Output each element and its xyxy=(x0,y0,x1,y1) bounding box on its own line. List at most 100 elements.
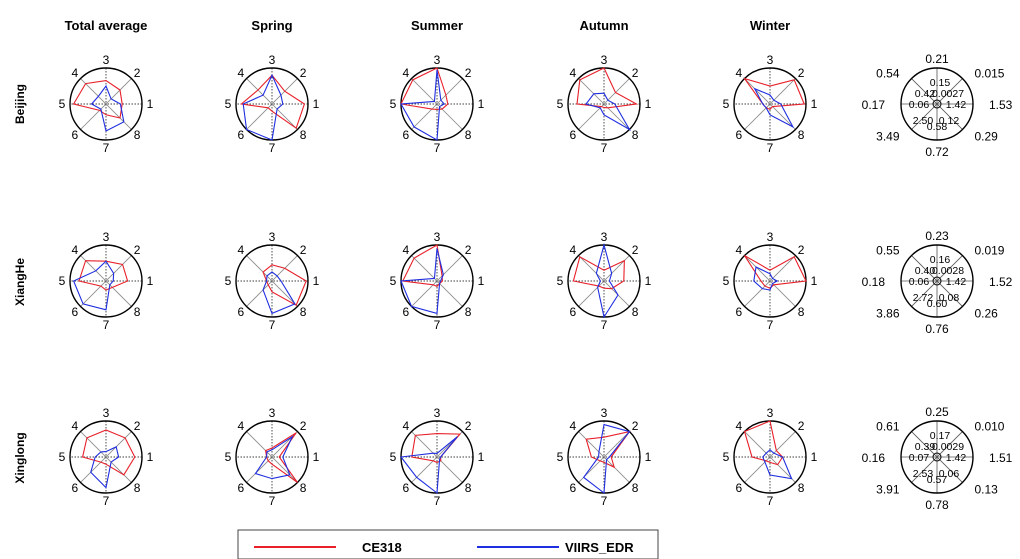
direction-label: 2 xyxy=(798,66,805,80)
direction-label: 6 xyxy=(736,128,743,142)
radar-panel-xianghe-total-average: 1 2 3 4 5 6 7 8 xyxy=(59,230,154,332)
direction-label: 2 xyxy=(632,419,639,433)
row-labels: Beijing XiangHe Xinglong xyxy=(13,84,27,484)
ce318-series-xianghe-winter xyxy=(744,255,807,289)
direction-label: 4 xyxy=(238,419,245,433)
reference-inner-value: 0.39 xyxy=(915,441,936,453)
direction-label: 7 xyxy=(434,141,441,155)
radar-panel-xianghe-summer: 1 2 3 4 5 6 7 8 xyxy=(390,230,485,332)
reference-outer-value: 0.55 xyxy=(876,244,900,258)
direction-label: 5 xyxy=(723,97,730,111)
legend-ce318-label: CE318 xyxy=(362,540,402,555)
direction-label: 3 xyxy=(269,230,276,244)
reference-outer-value: 0.29 xyxy=(974,129,998,143)
reference-spoke xyxy=(911,255,963,307)
reference-dial-xianghe: 1.520.0190.230.550.183.860.760.261.420.0… xyxy=(862,229,1013,336)
direction-label: 1 xyxy=(313,450,320,464)
reference-outer-value: 0.72 xyxy=(925,145,949,159)
row-label-xianghe: XiangHe xyxy=(13,258,27,306)
direction-label: 6 xyxy=(72,128,79,142)
direction-label: 3 xyxy=(601,406,608,420)
reference-inner-ring xyxy=(932,276,942,286)
direction-label: 1 xyxy=(313,274,320,288)
direction-label: 6 xyxy=(403,305,410,319)
direction-label: 8 xyxy=(300,128,307,142)
direction-label: 7 xyxy=(103,318,110,332)
direction-label: 2 xyxy=(134,66,141,80)
viirs-series-beijing-total-average xyxy=(90,84,125,132)
direction-label: 1 xyxy=(811,274,818,288)
direction-label: 8 xyxy=(134,481,141,495)
ce318-series-xinglong-spring xyxy=(265,432,298,483)
reference-outer-value: 0.54 xyxy=(876,67,900,81)
direction-label: 5 xyxy=(557,450,564,464)
column-titles: Total average Spring Summer Autumn Winte… xyxy=(65,18,791,33)
direction-label: 8 xyxy=(632,481,639,495)
direction-label: 5 xyxy=(390,97,397,111)
radar-outer-ring xyxy=(69,67,143,141)
radar-panel-xianghe-spring: 1 2 3 4 5 6 7 8 xyxy=(225,230,320,332)
direction-label: 1 xyxy=(811,450,818,464)
radar-spoke xyxy=(246,78,298,130)
reference-inner-value: 0.06 xyxy=(909,276,930,288)
direction-label: 6 xyxy=(72,481,79,495)
ce318-series-beijing-spring xyxy=(240,74,306,130)
direction-label: 8 xyxy=(798,481,805,495)
direction-label: 3 xyxy=(767,230,774,244)
viirs-series-xinglong-spring xyxy=(254,435,294,480)
direction-label: 6 xyxy=(570,128,577,142)
reference-outer-value: 3.86 xyxy=(876,306,900,320)
radar-panel-beijing-total-average: 1 2 3 4 5 6 7 8 xyxy=(59,53,154,155)
reference-outer-value: 0.76 xyxy=(925,322,949,336)
column-title-total-average: Total average xyxy=(65,18,148,33)
direction-label: 2 xyxy=(465,243,472,257)
direction-label: 5 xyxy=(390,450,397,464)
direction-label: 4 xyxy=(72,419,79,433)
direction-label: 8 xyxy=(798,128,805,142)
direction-label: 8 xyxy=(632,128,639,142)
direction-label: 8 xyxy=(300,305,307,319)
direction-label: 6 xyxy=(736,481,743,495)
reference-inner-value: 0.0027 xyxy=(932,88,964,100)
direction-label: 4 xyxy=(403,243,410,257)
direction-label: 3 xyxy=(767,53,774,67)
direction-label: 1 xyxy=(645,450,652,464)
direction-label: 7 xyxy=(601,141,608,155)
direction-label: 5 xyxy=(390,274,397,288)
reference-outer-value: 0.21 xyxy=(925,52,949,66)
reference-inner-value: 1.42 xyxy=(946,99,967,111)
direction-label: 1 xyxy=(478,450,485,464)
radar-panel-xianghe-winter: 1 2 3 4 5 6 7 8 xyxy=(723,230,818,332)
direction-label: 3 xyxy=(434,230,441,244)
direction-label: 1 xyxy=(147,97,154,111)
radar-panel-xinglong-spring: 1 2 3 4 5 6 7 8 xyxy=(225,406,320,508)
direction-label: 2 xyxy=(134,419,141,433)
radar-panel-xinglong-winter: 1 2 3 4 5 6 7 8 xyxy=(723,406,818,508)
radar-panel-beijing-winter: 1 2 3 4 5 6 7 8 xyxy=(723,53,818,155)
reference-inner-value: 0.15 xyxy=(930,77,951,89)
reference-inner-value: 0.0028 xyxy=(932,265,964,277)
direction-label: 7 xyxy=(103,494,110,508)
direction-label: 2 xyxy=(465,419,472,433)
radar-spoke xyxy=(578,78,630,130)
legend: CE318 VIIRS_EDR xyxy=(237,529,659,559)
reference-inner-ring xyxy=(932,452,942,462)
direction-label: 4 xyxy=(570,243,577,257)
direction-label: 2 xyxy=(465,66,472,80)
direction-label: 3 xyxy=(269,406,276,420)
reference-inner-value: 0.08 xyxy=(939,292,960,304)
direction-label: 3 xyxy=(601,53,608,67)
direction-label: 5 xyxy=(723,274,730,288)
radar-spoke xyxy=(578,431,630,483)
reference-inner-value: 0.58 xyxy=(927,121,948,133)
direction-label: 5 xyxy=(59,97,66,111)
radar-spoke xyxy=(578,255,630,307)
reference-outer-value: 0.18 xyxy=(862,275,886,289)
reference-inner-value: 0.42 xyxy=(915,88,936,100)
direction-label: 5 xyxy=(225,274,232,288)
direction-label: 7 xyxy=(767,141,774,155)
direction-label: 7 xyxy=(269,141,276,155)
column-title-summer: Summer xyxy=(411,18,463,33)
reference-outer-ring xyxy=(900,420,974,494)
